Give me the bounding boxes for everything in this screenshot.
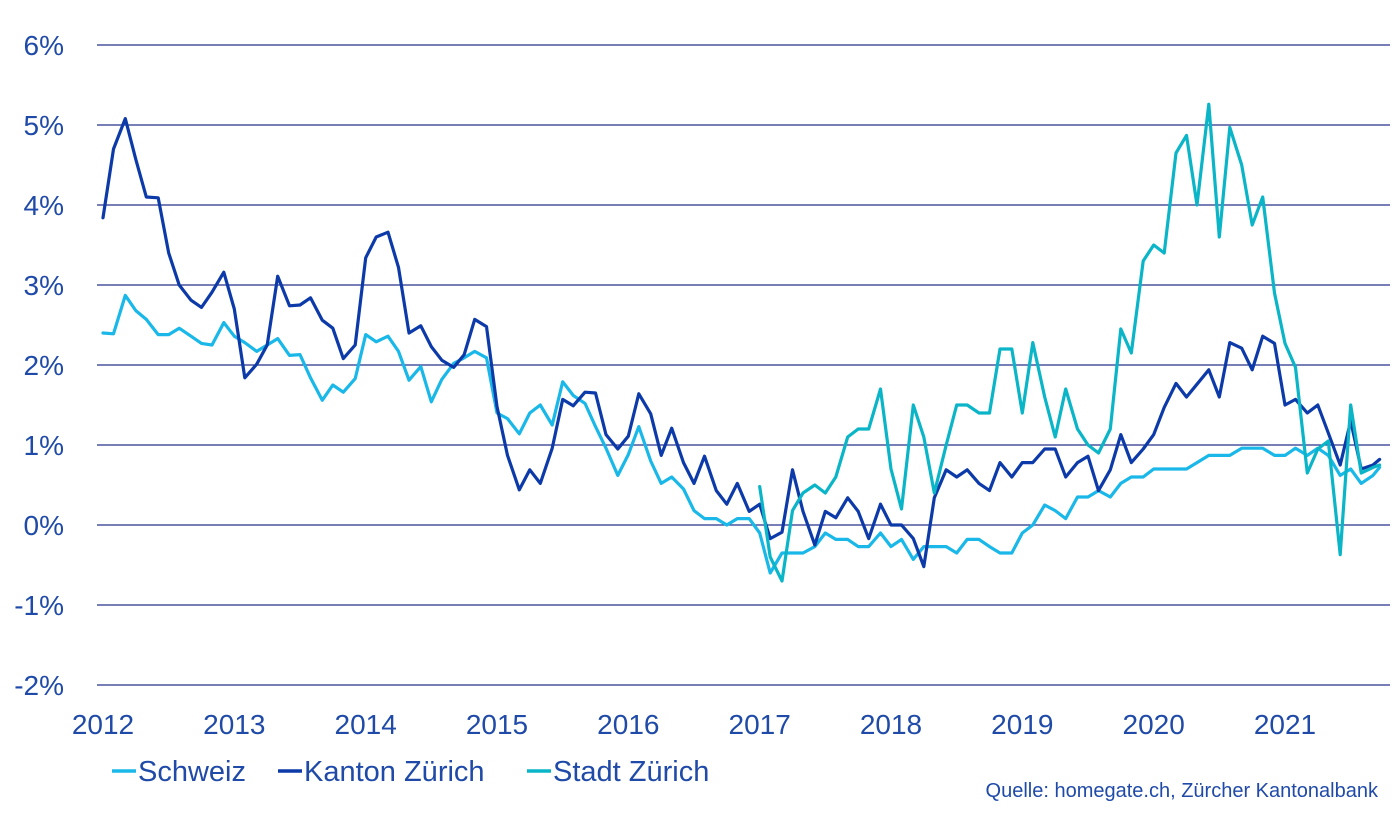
x-tick-label: 2017: [729, 709, 791, 740]
x-tick-label: 2021: [1254, 709, 1316, 740]
x-tick-label: 2020: [1123, 709, 1185, 740]
x-tick-label: 2013: [203, 709, 265, 740]
series-line-kanton-z-rich: [101, 116, 1382, 569]
y-tick-label: 5%: [24, 110, 64, 141]
y-tick-label: -1%: [14, 590, 64, 621]
x-tick-label: 2016: [597, 709, 659, 740]
x-tick-label: 2015: [466, 709, 528, 740]
x-axis-tick-labels: 2012 2013 2014 2015 2016 2017 2018 2019 2020 2021: [72, 709, 1316, 740]
y-tick-label: 1%: [24, 430, 64, 461]
x-tick-label: 2018: [860, 709, 922, 740]
y-tick-label: 2%: [24, 350, 64, 381]
gridlines: [97, 44, 1390, 686]
series-lines: [101, 102, 1382, 583]
legend-label: Stadt Zürich: [553, 756, 709, 788]
y-tick-label: -2%: [14, 670, 64, 701]
y-tick-label: 4%: [24, 190, 64, 221]
x-tick-label: 2014: [335, 709, 397, 740]
source-note: Quelle: homegate.ch, Zürcher Kantonalban…: [986, 780, 1379, 802]
x-tick-label: 2019: [991, 709, 1053, 740]
y-tick-label: 3%: [24, 270, 64, 301]
y-axis-tick-labels: -2% -1% 0% 1% 2% 3% 4% 5% 6%: [14, 30, 64, 701]
series-line-stadt-z-rich: [758, 102, 1382, 583]
x-tick-label: 2012: [72, 709, 134, 740]
series-line-schweiz: [101, 293, 1382, 575]
legend: Schweiz Kanton Zürich Stadt Zürich: [112, 756, 709, 788]
y-tick-label: 6%: [24, 30, 64, 61]
legend-label: Kanton Zürich: [304, 756, 485, 788]
legend-label: Schweiz: [138, 756, 246, 788]
y-tick-label: 0%: [24, 510, 64, 541]
